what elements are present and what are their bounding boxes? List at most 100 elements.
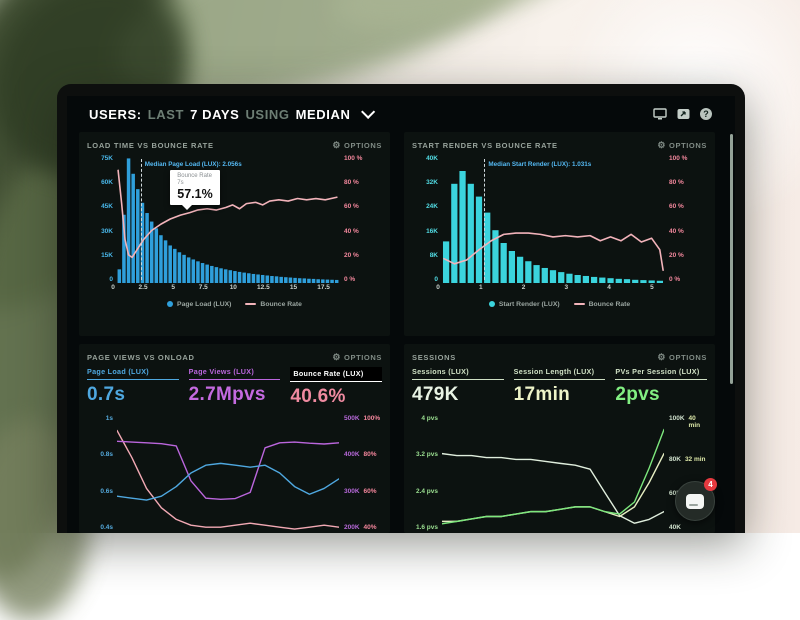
legend-item[interactable]: Bounce Rate [245, 301, 302, 308]
axis-tick-primary: 300K [344, 487, 360, 495]
metric-label: Page Load (LUX) [87, 367, 179, 380]
axis-tick: 400K 80% [344, 451, 377, 458]
metric-label: Sessions (LUX) [412, 367, 504, 380]
axis-tick: 40K [669, 524, 685, 531]
axis-tick: 30K [101, 227, 113, 235]
axis-tick: 40K [426, 155, 438, 162]
axis-tick: 80K 32 min [669, 456, 706, 463]
metric: Bounce Rate (LUX) 40.6% [290, 367, 383, 413]
metric-label: Session Length (LUX) [513, 367, 606, 380]
axis-tick: 7.5 [198, 284, 208, 291]
chat-widget-button[interactable]: 4 [675, 478, 717, 521]
plot-area[interactable]: Median Start Render (LUX): 1.031s [442, 155, 664, 283]
panel-page-views-vs-onload: PAGE VIEWS VS ONLOAD ⚙ OPTIONS Page Load… [79, 344, 390, 533]
axis-tick-secondary: 80% [363, 451, 377, 459]
metric-value: 2.7Mpvs [188, 384, 266, 405]
x-axis: 0 1 2 3 4 5 [436, 284, 669, 296]
axis-tick: 17.5 [317, 284, 330, 291]
plot-area[interactable] [117, 415, 339, 531]
axis-tick: 0.8s [100, 451, 113, 459]
y-axis-left: 75K 60K 45K 30K 15K 0 [87, 155, 117, 283]
axis-tick: 40 % [669, 227, 684, 235]
page-title[interactable]: USERS: LAST 7 DAYS USING MEDIAN [89, 104, 375, 122]
axis-tick: 60K [101, 179, 113, 187]
dashboard-screen: USERS: LAST 7 DAYS USING MEDIAN ? [67, 96, 735, 533]
metrics-row: Sessions (LUX) 479K Session Length (LUX) 17… [412, 367, 708, 413]
axis-tick: 100 % [344, 155, 363, 162]
help-icon[interactable]: ? [699, 107, 713, 121]
scrollbar[interactable] [730, 134, 733, 384]
axis-tick: 40 % [344, 227, 359, 235]
axis-tick-primary: 40K [669, 524, 681, 531]
y-axis-left: 1s 0.8s 0.6s 0.4s [87, 415, 117, 531]
notification-badge: 4 [704, 478, 717, 491]
axis-tick: 0 [434, 275, 438, 283]
median-line [140, 158, 142, 281]
axis-tick-secondary: 40 min [688, 415, 701, 429]
y-axis-right: 100 % 80 % 60 % 40 % 20 % 0 % [339, 155, 382, 283]
tooltip: Bounce Rate 7s 57.1% [170, 170, 220, 211]
axis-tick: 200K 40% [344, 524, 377, 531]
chevron-down-icon[interactable] [360, 104, 375, 119]
share-icon[interactable] [676, 107, 690, 121]
options-button[interactable]: ⚙ OPTIONS [332, 139, 382, 150]
options-button[interactable]: ⚙ OPTIONS [657, 139, 707, 150]
plot-area[interactable] [442, 415, 664, 531]
metric: Session Length (LUX) 17min [513, 367, 606, 413]
legend-label: Start Render (LUX) [498, 300, 560, 308]
axis-tick: 75K [101, 155, 113, 162]
axis-tick: 80 % [669, 179, 684, 187]
axis-tick-secondary: 32 min [684, 456, 706, 463]
median-line [484, 158, 486, 281]
plot-area[interactable]: Median Page Load (LUX): 2.056s Bounce Ra… [117, 155, 339, 283]
axis-tick: 16K [426, 227, 438, 235]
axis-tick: 4 [607, 284, 611, 291]
axis-tick: 1s [105, 415, 113, 422]
laptop: USERS: LAST 7 DAYS USING MEDIAN ? [57, 84, 745, 533]
axis-tick: 500K 100% [344, 415, 380, 422]
legend-label: Page Load (LUX) [177, 300, 232, 308]
title-using: USING [245, 106, 290, 122]
axis-tick: 1.6 pvs [415, 523, 438, 531]
x-axis: 0 2.5 5 7.5 10 12.5 15 17.5 [111, 284, 344, 296]
legend-item[interactable]: Bounce Rate [573, 300, 631, 308]
metric: Page Load (LUX) 0.7s [87, 367, 179, 413]
panel-title: PAGE VIEWS VS ONLOAD [87, 352, 195, 362]
title-users: USERS: [89, 106, 142, 122]
axis-tick: 80 % [344, 179, 359, 187]
axis-tick: 15K [101, 251, 113, 259]
axis-tick-primary: 400K [344, 451, 360, 459]
options-button[interactable]: ⚙ OPTIONS [332, 351, 382, 362]
axis-tick: 0 [436, 284, 440, 291]
axis-tick: 2 [521, 284, 526, 291]
metric-value: 17min [513, 384, 571, 405]
axis-tick: 300K 60% [344, 488, 377, 495]
axis-tick-primary: 60K [669, 490, 681, 497]
dashboard-header: USERS: LAST 7 DAYS USING MEDIAN ? [67, 96, 735, 132]
legend-item[interactable]: Start Render (LUX) [488, 300, 560, 308]
dash-marker [573, 303, 585, 305]
axis-tick: 0 % [669, 275, 681, 283]
options-button[interactable]: ⚙ OPTIONS [657, 351, 707, 362]
axis-tick: 24K [426, 203, 438, 211]
axis-tick: 20 % [669, 251, 684, 259]
metric: Sessions (LUX) 479K [412, 367, 504, 413]
axis-tick: 60 % [669, 203, 684, 211]
monitor-icon[interactable] [653, 107, 667, 121]
axis-tick-primary: 80K [669, 456, 681, 463]
axis-tick: 0 [111, 284, 115, 291]
gear-icon: ⚙ [657, 351, 667, 362]
legend-label: Bounce Rate [260, 300, 302, 308]
metric-value: 479K [412, 384, 459, 405]
axis-tick: 20 % [344, 251, 359, 259]
metric-value: 0.7s [87, 384, 126, 405]
legend-item[interactable]: Page Load (LUX) [167, 301, 231, 308]
axis-tick-secondary: 40% [363, 523, 377, 531]
metric-label: Page Views (LUX) [188, 367, 281, 380]
axis-tick: 100 % [669, 155, 688, 162]
axis-tick: 1 [478, 284, 483, 291]
axis-tick-primary: 200K [344, 523, 360, 531]
legend-label: Bounce Rate [588, 300, 631, 308]
metric-label: Bounce Rate (LUX) [290, 367, 383, 382]
median-annotation: Median Page Load (LUX): 2.056s [144, 161, 242, 169]
